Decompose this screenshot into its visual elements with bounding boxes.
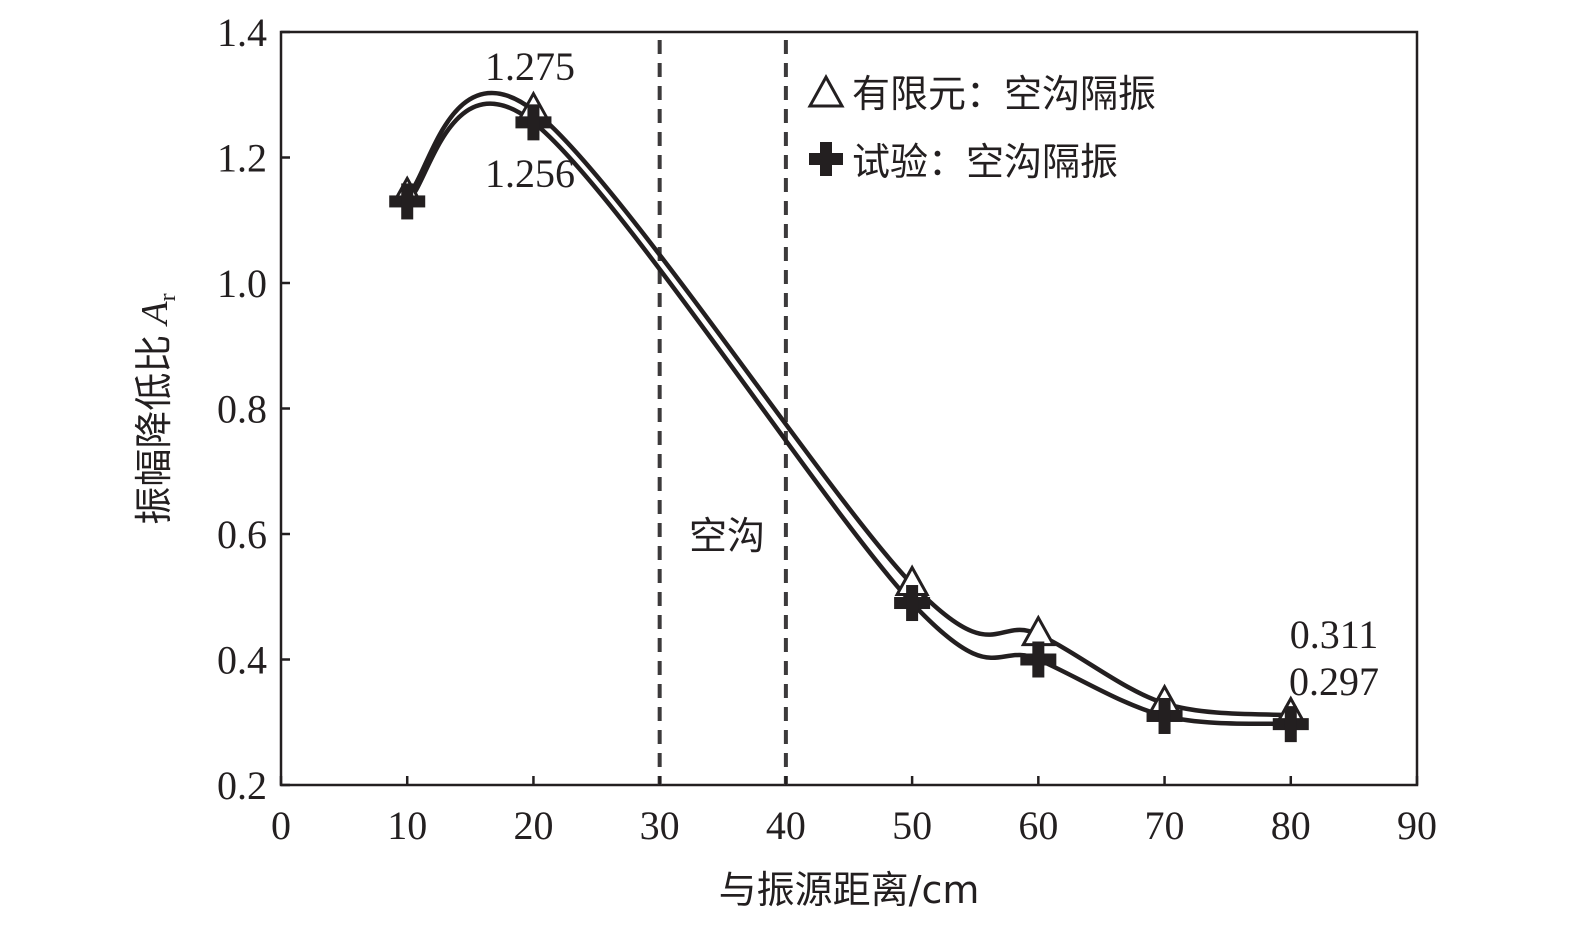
- data-label: 1.275: [485, 44, 575, 89]
- series-markers: [389, 90, 1309, 743]
- y-tick-label: 1.2: [217, 136, 267, 181]
- y-axis-label-symbol: A: [134, 301, 176, 328]
- data-label: 0.311: [1290, 612, 1379, 657]
- marker-plus: [1020, 641, 1057, 678]
- x-tick-label: 70: [1145, 803, 1185, 848]
- x-tick-label: 30: [640, 803, 680, 848]
- marker-plus: [894, 585, 931, 622]
- marker-plus: [1146, 697, 1183, 734]
- x-tick-label: 80: [1271, 803, 1311, 848]
- y-axis-label-text: 振幅降低比: [132, 335, 176, 525]
- y-tick-label: 1.4: [217, 10, 267, 55]
- legend: 有限元：空沟隔振 试验：空沟隔振: [807, 72, 1156, 184]
- marker-plus: [389, 183, 426, 220]
- y-tick-label: 0.8: [217, 387, 267, 432]
- marker-triangle: [807, 74, 845, 108]
- x-tick-label: 0: [271, 803, 291, 848]
- region-label: 空沟: [689, 514, 765, 558]
- x-tick-label: 40: [766, 803, 806, 848]
- marker-plus: [515, 104, 552, 141]
- x-axis-label: 与振源距离/cm: [719, 868, 980, 912]
- legend-label-fem: 有限元：空沟隔振: [852, 72, 1156, 116]
- marker-plus: [1272, 706, 1309, 743]
- data-label: 0.297: [1289, 659, 1379, 704]
- trench-lines: [657, 40, 788, 785]
- x-tick-label: 20: [513, 803, 553, 848]
- y-tick-label: 1.0: [217, 261, 267, 306]
- marker-plus: [809, 142, 843, 176]
- y-axis-label-subscript: r: [155, 293, 181, 301]
- plot-frame: [279, 30, 1419, 787]
- x-tick-label: 50: [892, 803, 932, 848]
- y-axis: 0.2 0.4 0.6 0.8 1.0 1.2 1.4: [217, 10, 290, 808]
- x-axis: 0 10 20 30 40 50 60 70 80 90: [271, 776, 1437, 848]
- data-label: 1.256: [485, 151, 575, 196]
- legend-marker-triangle: [807, 74, 845, 108]
- y-tick-label: 0.6: [217, 512, 267, 557]
- x-tick-label: 10: [387, 803, 427, 848]
- y-tick-label: 0.2: [217, 763, 267, 808]
- legend-marker-plus: [809, 142, 843, 176]
- legend-label-test: 试验：空沟隔振: [852, 140, 1118, 184]
- x-tick-label: 90: [1397, 803, 1437, 848]
- x-tick-label: 60: [1018, 803, 1058, 848]
- series-line-test: [405, 101, 1291, 727]
- y-tick-label: 0.4: [217, 638, 267, 683]
- y-axis-label: 振幅降低比 Ar: [132, 293, 181, 524]
